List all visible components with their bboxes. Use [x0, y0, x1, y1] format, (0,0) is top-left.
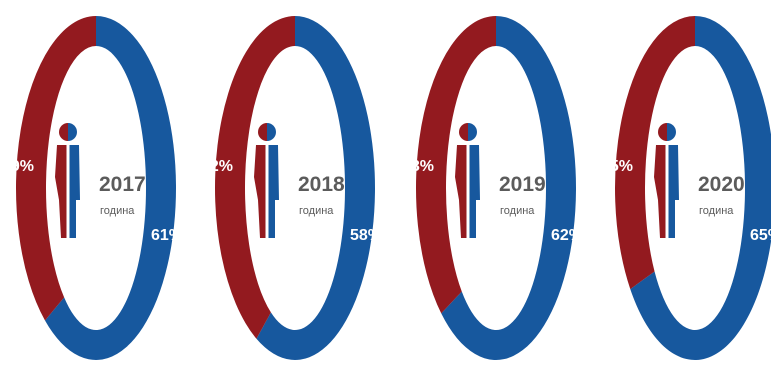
year-label: 2018: [298, 173, 345, 196]
female-pct-label: 39%: [2, 158, 34, 175]
year-label: 2019: [499, 173, 546, 196]
person-half-female-half-male-icon: [455, 123, 480, 238]
donut-2017: 39% 61% 2017 година: [2, 16, 183, 361]
slice-male: [256, 16, 376, 361]
year-label: 2017: [99, 173, 146, 196]
female-pct-label: 38%: [402, 158, 434, 175]
male-pct-label: 65%: [750, 227, 771, 244]
donut-2019: 38% 62% 2019 година: [402, 16, 583, 360]
slice-female: [416, 16, 496, 314]
donut-2020: 35% 65% 2020 година: [601, 16, 771, 360]
female-pct-label: 42%: [201, 158, 233, 175]
year-label: 2020: [698, 173, 745, 196]
year-sublabel: година: [500, 205, 535, 217]
male-pct-label: 58%: [350, 227, 382, 244]
year-sublabel: година: [699, 205, 734, 217]
year-sublabel: година: [100, 205, 135, 217]
person-half-female-half-male-icon: [55, 123, 80, 238]
female-pct-label: 35%: [601, 158, 633, 175]
slice-male: [45, 16, 177, 361]
person-half-female-half-male-icon: [254, 123, 279, 238]
person-half-female-half-male-icon: [654, 123, 679, 238]
donut-2018: 42% 58% 2018 година: [201, 16, 382, 361]
slice-male: [441, 16, 577, 360]
slice-female: [615, 16, 695, 290]
slice-female: [215, 16, 295, 339]
male-pct-label: 61%: [151, 227, 183, 244]
slice-male: [630, 16, 771, 360]
male-pct-label: 62%: [551, 227, 583, 244]
year-sublabel: година: [299, 205, 334, 217]
slice-female: [16, 16, 96, 321]
